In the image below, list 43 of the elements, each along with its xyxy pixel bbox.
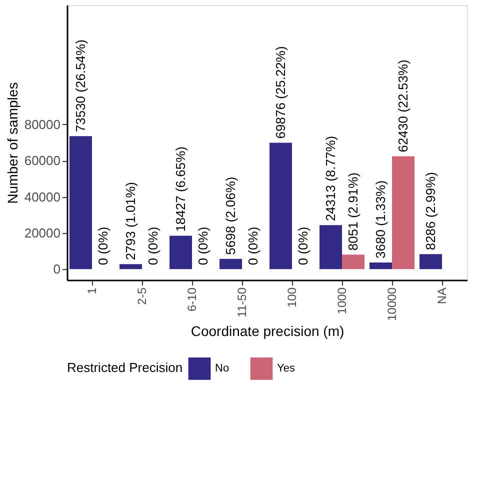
x-tick-label: 10000 xyxy=(385,287,399,321)
bar xyxy=(270,142,292,270)
y-tick-label: 80000 xyxy=(24,116,60,132)
data-label: 69876 (25.22%) xyxy=(272,46,288,139)
y-tick-label: 20000 xyxy=(24,225,60,240)
data-label: 0 (0%) xyxy=(295,226,310,266)
data-label: 3680 (1.33%) xyxy=(372,180,388,258)
bar xyxy=(392,156,414,270)
x-axis-title: Coordinate precision (m) xyxy=(190,322,344,339)
y-tick-label: 0 xyxy=(53,262,60,277)
data-label: 0 (0%) xyxy=(145,226,160,266)
data-label: 5698 (2.06%) xyxy=(222,176,238,255)
bar xyxy=(420,254,442,270)
x-tick-label: 6-10 xyxy=(185,287,199,312)
data-label: 18427 (6.65%) xyxy=(172,146,188,232)
y-tick-label: 40000 xyxy=(24,189,60,204)
bar xyxy=(120,264,142,270)
y-axis-title: Number of samples xyxy=(4,82,20,204)
x-tick-label: 11-50 xyxy=(235,287,249,318)
x-tick-label: 2-5 xyxy=(135,287,149,305)
x-tick-label: 1 xyxy=(85,287,99,294)
bar xyxy=(220,258,242,270)
legend-label: Yes xyxy=(277,362,296,375)
bar xyxy=(342,254,364,270)
bar xyxy=(370,262,392,270)
x-tick-label: 1000 xyxy=(335,287,349,314)
data-label: 0 (0%) xyxy=(245,226,260,266)
y-tick-label: 60000 xyxy=(24,153,60,168)
data-label: 0 (0%) xyxy=(195,226,210,266)
x-tick-label: 100 xyxy=(285,287,299,308)
bar xyxy=(170,236,192,270)
legend-title: Restricted Precision xyxy=(67,360,183,375)
data-label: 8286 (2.99%) xyxy=(422,172,438,250)
data-label: 62430 (22.53%) xyxy=(395,60,410,152)
x-tick-label: NA xyxy=(435,288,449,304)
data-label: 2793 (1.01%) xyxy=(122,182,138,260)
bar xyxy=(320,225,342,270)
legend-label: No xyxy=(215,362,230,375)
bar xyxy=(70,136,92,270)
data-label: 73530 (26.54%) xyxy=(72,40,88,132)
data-label: 24313 (8.77%) xyxy=(322,136,338,222)
data-label: 0 (0%) xyxy=(95,226,110,266)
data-label: 8051 (2.91%) xyxy=(345,172,360,251)
